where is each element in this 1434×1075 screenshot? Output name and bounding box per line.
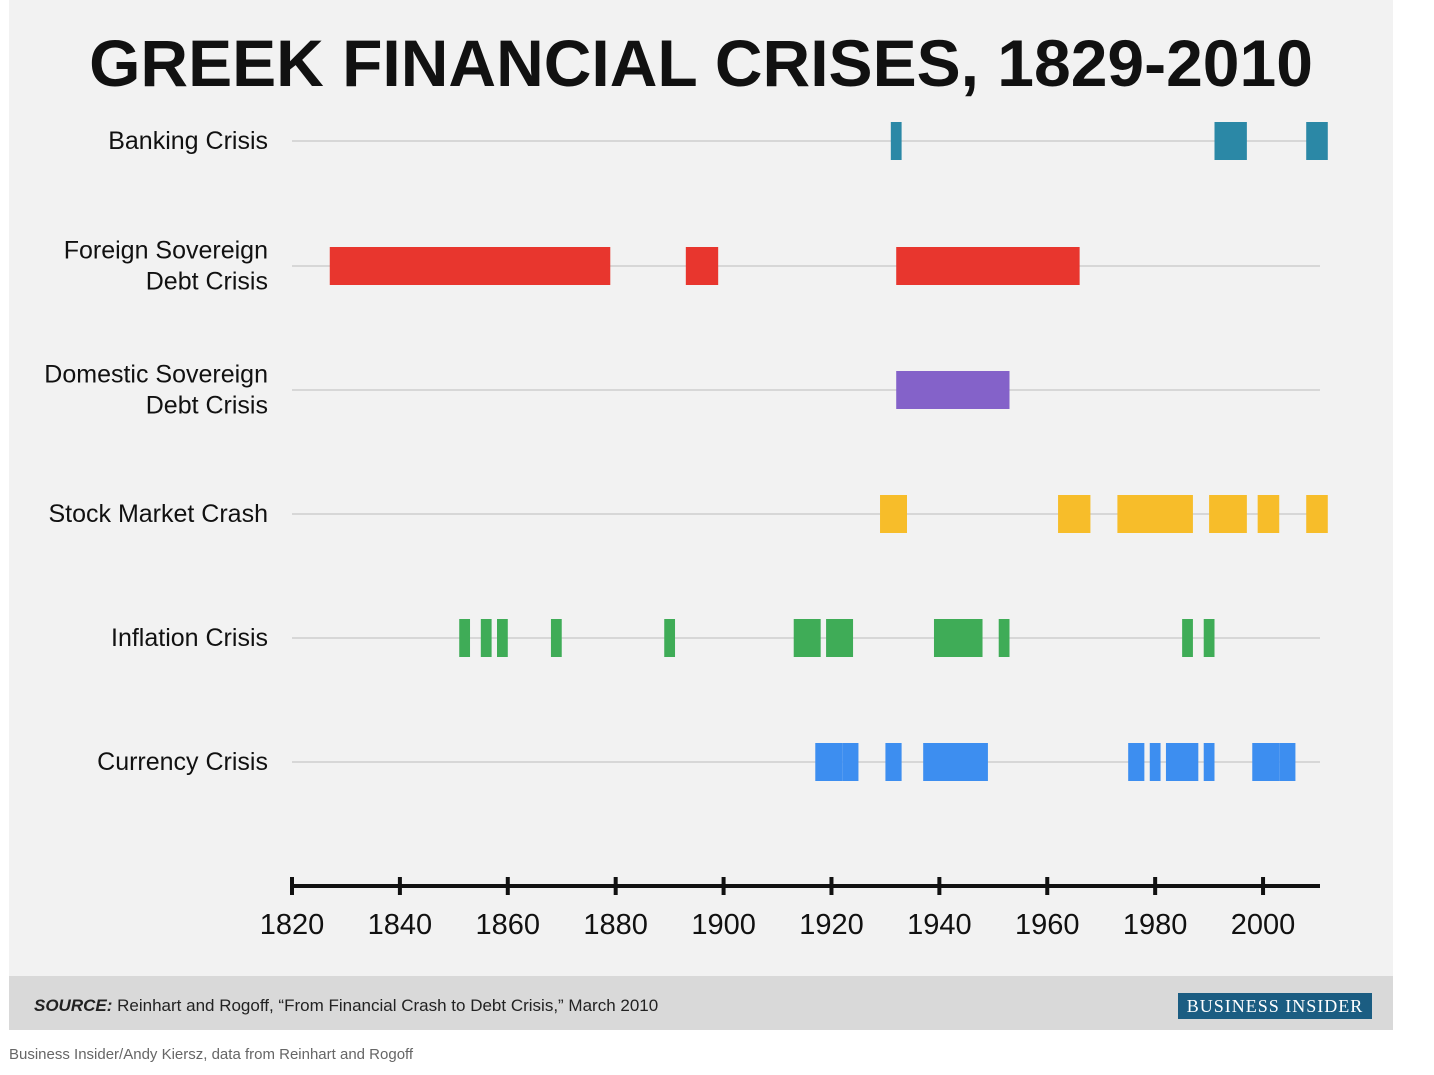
- crisis-bar: [1203, 619, 1215, 657]
- x-tick-label: 1940: [907, 909, 972, 941]
- crisis-bar: [826, 619, 854, 657]
- crisis-bar: [793, 619, 821, 657]
- crisis-bar: [1058, 495, 1091, 533]
- crisis-bar: [1182, 619, 1193, 657]
- crisis-bar: [1214, 122, 1247, 160]
- crisis-bar: [885, 743, 902, 781]
- crisis-bar: [664, 619, 676, 657]
- row-label: Banking Crisis: [108, 127, 268, 155]
- chart: GREEK FINANCIAL CRISES, 1829-2010 Banking…: [44, 26, 1328, 941]
- crisis-bar: [896, 371, 1010, 409]
- crisis-bar: [1117, 495, 1193, 533]
- chart-panel: GREEK FINANCIAL CRISES, 1829-2010 Banking…: [9, 0, 1393, 1030]
- row-label: Foreign Sovereign Debt Crisis: [64, 237, 268, 296]
- crisis-bar: [842, 743, 859, 781]
- crisis-bar: [550, 619, 562, 657]
- x-tick-label: 1820: [260, 909, 325, 941]
- crisis-bar: [923, 743, 988, 781]
- x-tick-label: 1960: [1015, 909, 1080, 941]
- crisis-bar: [329, 247, 611, 285]
- source-footer: SOURCE: Reinhart and Rogoff, “From Finan…: [9, 976, 1393, 1030]
- crisis-bar: [1149, 743, 1161, 781]
- crisis-bar: [497, 619, 508, 657]
- x-tick-label: 1900: [691, 909, 756, 941]
- x-tick-label: 1920: [799, 909, 864, 941]
- x-tick-label: 1860: [476, 909, 541, 941]
- crisis-bar: [1306, 122, 1328, 160]
- crisis-bar: [933, 619, 983, 657]
- crisis-bar: [1128, 743, 1145, 781]
- crisis-bar: [890, 122, 902, 160]
- crisis-bar: [459, 619, 471, 657]
- crisis-bar: [998, 619, 1010, 657]
- source-label: SOURCE:: [34, 996, 113, 1015]
- row-label: Inflation Crisis: [111, 624, 268, 652]
- crisis-bar: [1203, 743, 1215, 781]
- crisis-bar: [896, 247, 1080, 285]
- x-tick-label: 1980: [1123, 909, 1188, 941]
- row-label: Currency Crisis: [97, 748, 268, 776]
- crisis-bar: [685, 247, 719, 285]
- row-label: Domestic Sovereign Debt Crisis: [44, 361, 268, 420]
- source-note: SOURCE: Reinhart and Rogoff, “From Finan…: [34, 996, 658, 1016]
- crisis-bar: [815, 743, 843, 781]
- source-text: Reinhart and Rogoff, “From Financial Cra…: [112, 996, 659, 1015]
- crisis-bar: [1279, 743, 1296, 781]
- crisis-bar: [480, 619, 492, 657]
- x-tick-label: 2000: [1231, 909, 1296, 941]
- crisis-bar: [1252, 743, 1280, 781]
- crisis-bar: [1165, 743, 1199, 781]
- image-caption: Business Insider/Andy Kiersz, data from …: [9, 1046, 414, 1063]
- crisis-bar: [880, 495, 907, 533]
- crisis-bar: [1257, 495, 1280, 533]
- business-insider-logo: BUSINESS INSIDER: [1178, 993, 1372, 1019]
- row-label: Stock Market Crash: [48, 500, 268, 528]
- x-tick-label: 1880: [583, 909, 648, 941]
- x-tick-label: 1840: [368, 909, 433, 941]
- crisis-bar: [1209, 495, 1247, 533]
- crisis-bar: [1306, 495, 1328, 533]
- chart-title: GREEK FINANCIAL CRISES, 1829-2010: [89, 26, 1313, 100]
